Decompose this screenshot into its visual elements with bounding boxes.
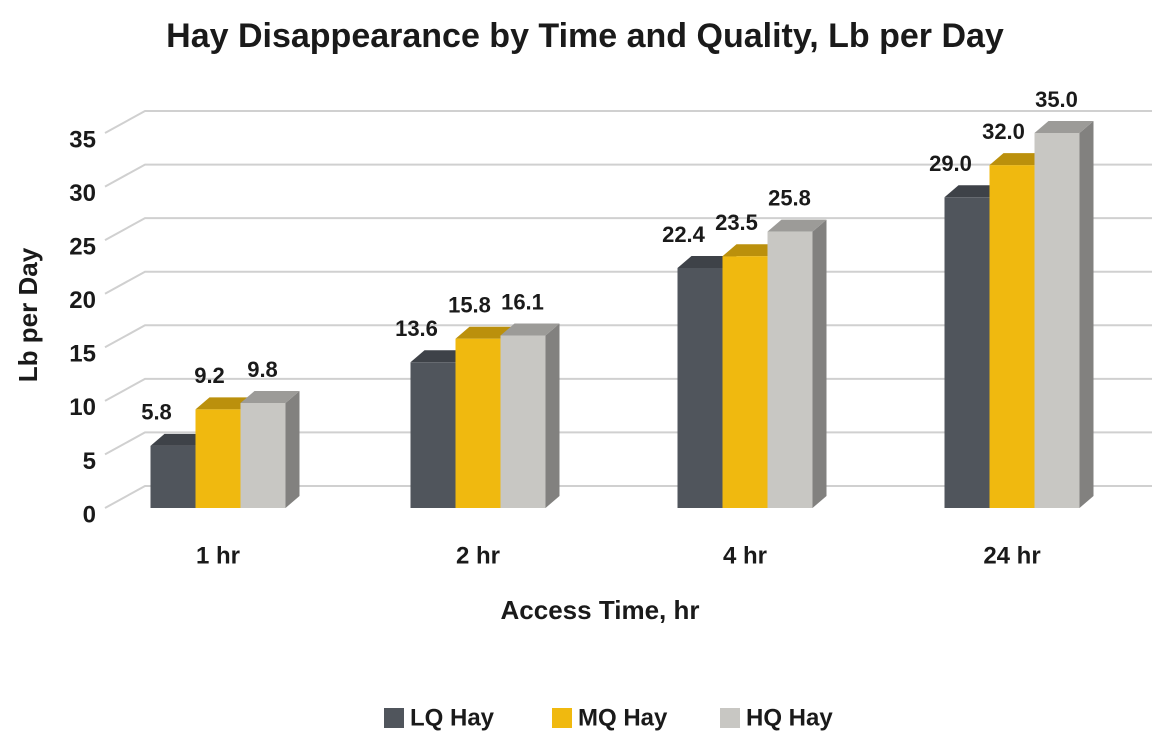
bar	[500, 323, 560, 508]
y-tick-label: 15	[69, 341, 96, 368]
value-label: 35.0	[1035, 87, 1078, 112]
legend-swatch	[720, 708, 740, 728]
value-label: 25.8	[768, 185, 811, 210]
legend-label: HQ Hay	[746, 704, 833, 731]
bar-top	[455, 326, 515, 339]
value-label: 9.2	[194, 363, 225, 388]
bar-front	[767, 231, 813, 509]
bar	[240, 391, 300, 508]
value-label: 15.8	[448, 293, 491, 318]
bar-front	[944, 197, 990, 509]
bar-top	[989, 153, 1049, 166]
bar-front	[1034, 133, 1080, 508]
y-tick-label: 20	[69, 287, 96, 314]
legend-swatch	[552, 708, 572, 728]
y-tick-label: 5	[83, 448, 96, 475]
value-label: 23.5	[715, 210, 758, 235]
grid-line	[104, 163, 1152, 188]
y-tick-label: 0	[83, 501, 96, 528]
bar-top	[677, 256, 737, 268]
value-label: 29.0	[929, 151, 972, 176]
value-label: 13.6	[395, 316, 438, 341]
value-label: 9.8	[247, 357, 278, 382]
y-tick-label: 10	[69, 394, 96, 421]
bar-side	[812, 219, 827, 509]
y-tick-label: 35	[69, 126, 96, 153]
bar-top	[767, 219, 827, 232]
bar-top	[500, 323, 560, 336]
y-tick-label: 30	[69, 180, 96, 207]
value-label: 32.0	[982, 119, 1025, 144]
x-tick-label: 24 hr	[983, 542, 1040, 569]
grid-line	[104, 110, 1152, 134]
grid-line	[104, 217, 1152, 242]
bar-front	[150, 445, 196, 508]
bar-front	[410, 362, 456, 508]
value-label: 22.4	[662, 222, 706, 247]
bar	[767, 219, 827, 509]
legend-label: LQ Hay	[410, 704, 495, 731]
value-label: 5.8	[141, 400, 172, 425]
chart-title: Hay Disappearance by Time and Quality, L…	[166, 17, 1004, 55]
bar-front	[455, 338, 501, 508]
x-axis-label: Access Time, hr	[501, 595, 700, 625]
bar	[1034, 121, 1094, 508]
bar-front	[500, 335, 546, 508]
bar-front	[677, 268, 723, 508]
bar-top	[1034, 121, 1094, 133]
bar-front	[195, 409, 241, 508]
x-tick-label: 4 hr	[723, 542, 767, 569]
bar-front	[722, 256, 768, 508]
y-axis-label: Lb per Day	[13, 247, 43, 382]
bar-side	[1079, 121, 1094, 508]
bar-front	[240, 403, 286, 508]
value-label: 16.1	[501, 289, 544, 314]
bar-top	[722, 244, 782, 257]
legend-swatch	[384, 708, 404, 728]
x-tick-label: 1 hr	[196, 542, 240, 569]
bar-top	[150, 433, 210, 446]
bar-top	[195, 397, 255, 410]
bar-top	[410, 350, 470, 363]
y-tick-label: 25	[69, 233, 96, 260]
bar-top	[240, 391, 300, 403]
legend-label: MQ Hay	[578, 704, 668, 731]
bar-top	[944, 185, 1004, 198]
bar-side	[285, 391, 300, 508]
x-tick-label: 2 hr	[456, 542, 500, 569]
bar-side	[545, 323, 560, 508]
bar-front	[989, 165, 1035, 508]
